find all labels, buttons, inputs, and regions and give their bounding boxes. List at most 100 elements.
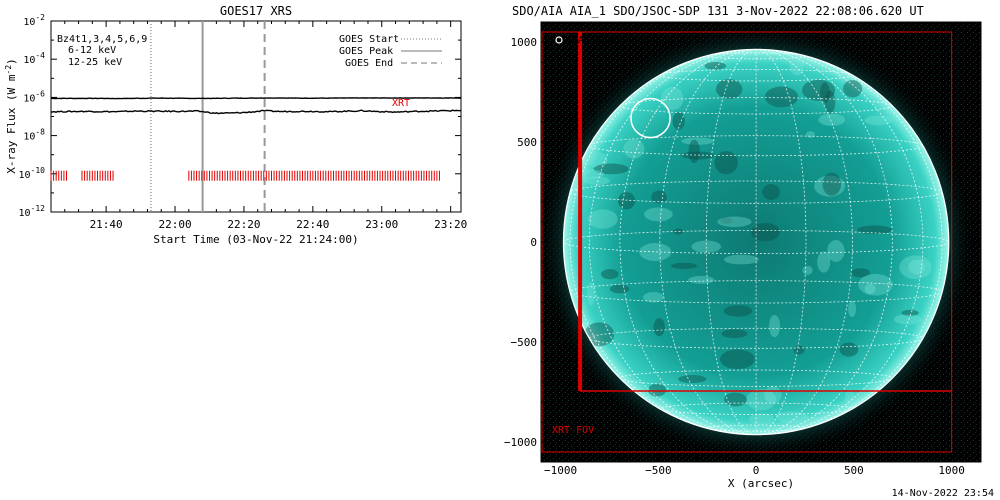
aia-title: SDO/AIA AIA_1 SDO/JSOC-SDP 131 3-Nov-202… bbox=[512, 4, 924, 18]
surface-patch bbox=[704, 62, 727, 70]
aia-x-tick-label: 1000 bbox=[938, 464, 965, 477]
aia-x-tick-label: −1000 bbox=[544, 464, 577, 477]
x-tick-label: 23:20 bbox=[434, 218, 467, 231]
surface-patch bbox=[721, 329, 748, 339]
flare-legend-icon bbox=[555, 36, 563, 44]
active-regions bbox=[569, 52, 932, 425]
legend-label-start: GOES Start bbox=[339, 34, 399, 45]
longitude-line bbox=[756, 49, 924, 435]
longitude-line bbox=[756, 49, 853, 435]
y-tick-base: 10 bbox=[23, 17, 35, 28]
flux-series-line bbox=[50, 109, 462, 115]
y-tick-exponent: -10 bbox=[31, 166, 46, 175]
surface-patch bbox=[714, 151, 738, 175]
surface-patch bbox=[893, 314, 922, 325]
surface-patch bbox=[644, 207, 673, 222]
surface-patch bbox=[751, 222, 781, 242]
surface-patch bbox=[648, 383, 667, 397]
y-tick-exponent: -8 bbox=[35, 128, 45, 137]
surface-patch bbox=[857, 225, 893, 235]
aia-y-tick-label: −500 bbox=[511, 336, 538, 349]
surface-patch bbox=[681, 137, 715, 145]
legend-label-end: GOES End bbox=[345, 58, 393, 69]
surface-patch bbox=[691, 240, 721, 253]
surface-patch bbox=[723, 305, 753, 317]
surface-patch bbox=[814, 175, 846, 197]
aia-y-tick-label: 1000 bbox=[511, 36, 538, 49]
y-tick-exponent: -4 bbox=[35, 51, 45, 60]
surface-patch bbox=[844, 389, 855, 406]
xrt-fov-label: XRT FOV bbox=[552, 425, 594, 436]
surface-patch bbox=[643, 292, 664, 303]
y-tick-base: 10 bbox=[19, 170, 31, 181]
surface-patch bbox=[715, 79, 743, 100]
surface-patch bbox=[802, 265, 813, 275]
y-tick-base: 10 bbox=[19, 208, 31, 219]
surface-patch bbox=[802, 79, 836, 101]
surface-patch bbox=[681, 151, 715, 160]
y-tick-base: 10 bbox=[23, 55, 35, 66]
surface-patch bbox=[864, 283, 876, 295]
flux-series-line bbox=[50, 97, 462, 100]
y-tick-label: 10-4 bbox=[23, 51, 45, 66]
aia-image-plot: SDO/AIA AIA_1 SDO/JSOC-SDP 131 3-Nov-202… bbox=[504, 4, 982, 490]
aia-y-tick-label: 500 bbox=[517, 136, 537, 149]
surface-patch bbox=[864, 115, 893, 126]
x-tick-label: 21:40 bbox=[90, 218, 123, 231]
longitude-line bbox=[756, 49, 807, 435]
surface-patch bbox=[901, 309, 919, 316]
surface-patch bbox=[827, 239, 845, 262]
surface-patch bbox=[775, 411, 809, 424]
y-tick-label: 10-10 bbox=[19, 166, 46, 181]
xrt-label: XRT bbox=[392, 98, 410, 109]
surface-patch bbox=[843, 80, 863, 98]
xrt-markers bbox=[50, 170, 440, 181]
longitude-line bbox=[569, 49, 757, 435]
surface-patch bbox=[908, 259, 926, 275]
surface-patch bbox=[764, 386, 782, 404]
surface-patch bbox=[672, 112, 685, 130]
x-tick-label: 22:00 bbox=[158, 218, 191, 231]
longitude-line bbox=[619, 49, 757, 435]
y-tick-base: 10 bbox=[23, 132, 35, 143]
aia-x-tick-label: 0 bbox=[753, 464, 760, 477]
surface-patch bbox=[724, 392, 747, 407]
y-tick-exponent: -12 bbox=[31, 204, 46, 213]
surface-patch bbox=[762, 183, 781, 200]
aia-x-tick-label: 500 bbox=[844, 464, 864, 477]
solar-limb bbox=[562, 48, 950, 436]
surface-patch bbox=[586, 282, 595, 306]
longitude-line bbox=[659, 49, 757, 435]
surface-patch bbox=[618, 192, 636, 210]
legend-label-peak: GOES Peak bbox=[339, 46, 393, 57]
legend: GOES Start GOES Peak GOES End bbox=[339, 34, 442, 69]
surface-patch bbox=[822, 172, 842, 196]
surface-patch bbox=[601, 269, 619, 280]
flare-legend-label: AIA flare location bbox=[566, 35, 674, 46]
x-axis-label: Start Time (03-Nov-22 21:24:00) bbox=[153, 233, 358, 246]
x-tick-label: 22:20 bbox=[227, 218, 260, 231]
x-tick-label: 23:00 bbox=[365, 218, 398, 231]
surface-patch bbox=[589, 152, 608, 169]
event-lines bbox=[150, 21, 266, 212]
surface-patch bbox=[818, 113, 846, 126]
surface-patch bbox=[839, 342, 859, 357]
surface-patch bbox=[720, 217, 733, 225]
surface-patch bbox=[583, 176, 610, 186]
surface-patch bbox=[851, 268, 870, 278]
energy-label-green: 12-25 keV bbox=[68, 57, 122, 68]
surface-patch bbox=[677, 375, 707, 384]
longitude-line bbox=[756, 49, 893, 435]
y-tick-base: 10 bbox=[23, 93, 35, 104]
y-axis-label: X-ray Flux (W m-2) bbox=[4, 58, 18, 174]
surface-patch bbox=[609, 284, 630, 294]
y-tick-exponent: -6 bbox=[35, 89, 45, 98]
flux-series bbox=[50, 97, 462, 115]
aia-x-tick-label: −500 bbox=[645, 464, 672, 477]
surface-patch bbox=[820, 82, 830, 104]
surface-patch bbox=[717, 216, 752, 228]
surface-patch bbox=[639, 242, 672, 262]
surface-patch bbox=[746, 388, 777, 411]
